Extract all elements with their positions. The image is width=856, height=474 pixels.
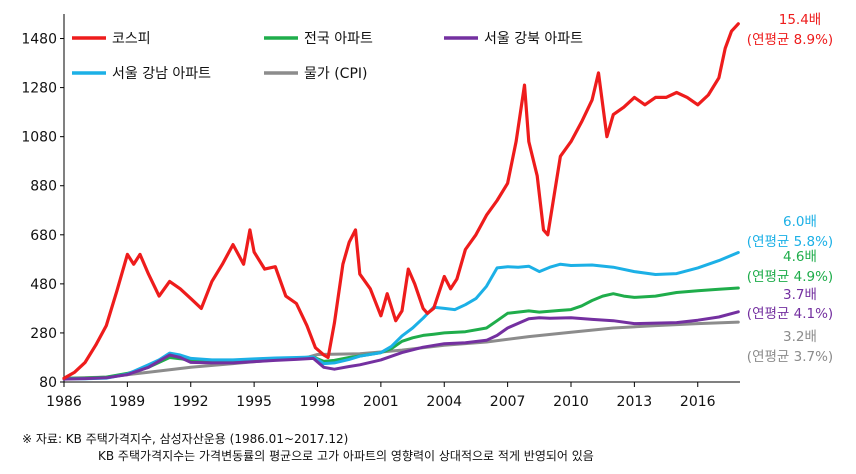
end-multiple-label: 15.4배 bbox=[779, 12, 821, 28]
series-line bbox=[62, 251, 740, 381]
series-line bbox=[62, 320, 740, 380]
x-tick-label: 1989 bbox=[110, 394, 146, 410]
y-tick-label: 1080 bbox=[21, 130, 57, 146]
methodology-note: KB 주택가격지수는 가격변동률의 평균으로 고가 아파트의 영향력이 상대적으… bbox=[98, 449, 594, 463]
legend-label: 코스피 bbox=[112, 31, 151, 47]
x-tick-label: 2010 bbox=[553, 394, 589, 410]
y-tick-label: 480 bbox=[30, 277, 57, 293]
legend-label: 전국 아파트 bbox=[304, 31, 373, 47]
series-line bbox=[62, 286, 740, 380]
y-tick-label: 80 bbox=[39, 375, 57, 391]
end-multiple-label: 3.2배 bbox=[783, 329, 817, 345]
x-tick-label: 1986 bbox=[46, 394, 82, 410]
y-tick-label: 880 bbox=[30, 179, 57, 195]
end-cagr-label: (연평균 3.7%) bbox=[747, 349, 833, 365]
y-tick-label: 680 bbox=[30, 228, 57, 244]
legend-item: 코스피 bbox=[72, 31, 151, 47]
y-tick-label: 280 bbox=[30, 326, 57, 342]
end-cagr-label: (연평균 5.8%) bbox=[747, 234, 833, 250]
legend-label: 서울 강북 아파트 bbox=[484, 31, 583, 47]
x-tick-label: 2001 bbox=[363, 394, 399, 410]
series-line bbox=[62, 310, 740, 381]
end-cagr-label: (연평균 4.1%) bbox=[747, 306, 833, 322]
x-tick-label: 1998 bbox=[300, 394, 336, 410]
x-tick-label: 1995 bbox=[236, 394, 272, 410]
x-tick-label: 2007 bbox=[490, 394, 526, 410]
legend-item: 서울 강남 아파트 bbox=[72, 66, 211, 82]
end-cagr-label: (연평균 4.9%) bbox=[747, 269, 833, 285]
source-note: ※ 자료: KB 주택가격지수, 삼성자산운용 (1986.01~2017.12… bbox=[22, 432, 349, 446]
end-multiple-label: 4.6배 bbox=[783, 249, 817, 265]
legend-label: 서울 강남 아파트 bbox=[112, 66, 211, 82]
y-tick-label: 1280 bbox=[21, 81, 57, 97]
y-tick-label: 1480 bbox=[21, 32, 57, 48]
x-tick-label: 2016 bbox=[680, 394, 716, 410]
end-multiple-label: 3.7배 bbox=[783, 287, 817, 303]
legend-item: 전국 아파트 bbox=[264, 31, 373, 47]
legend-item: 서울 강북 아파트 bbox=[444, 31, 583, 47]
x-tick-label: 2013 bbox=[617, 394, 653, 410]
end-multiple-label: 6.0배 bbox=[783, 214, 817, 230]
end-cagr-label: (연평균 8.9%) bbox=[747, 32, 833, 48]
x-tick-label: 1992 bbox=[173, 394, 209, 410]
series-line bbox=[62, 22, 740, 380]
legend-label: 물가 (CPI) bbox=[304, 66, 367, 82]
x-tick-label: 2004 bbox=[426, 394, 462, 410]
legend-item: 물가 (CPI) bbox=[264, 66, 367, 82]
